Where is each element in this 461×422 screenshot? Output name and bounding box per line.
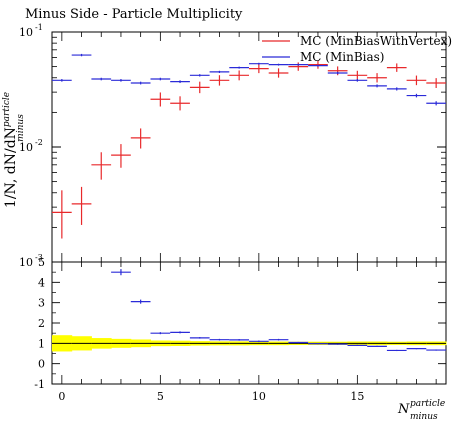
legend: MC (MinBiasWithVertex) MC (MinBias) (262, 34, 452, 64)
y-tick-exponent: -3 (35, 253, 43, 262)
x-axis-label-main: N (397, 402, 410, 417)
ratio-point (170, 331, 190, 334)
data-point-series-1 (52, 190, 72, 239)
ratio-point (347, 344, 368, 346)
ratio-point (111, 269, 131, 276)
ratio-point (426, 349, 446, 351)
data-point-series-1 (249, 64, 269, 74)
data-point-series-2 (426, 101, 446, 106)
data-point-series-2 (229, 66, 249, 69)
chart-title: Minus Side - Particle Multiplicity (25, 7, 243, 22)
ratio-point (406, 348, 427, 350)
x-tick-label: 5 (157, 390, 164, 403)
ratio-y-tick-label: 3 (38, 297, 45, 310)
y-tick-exponent: -1 (35, 23, 43, 32)
ratio-point (327, 343, 348, 345)
data-point-series-2 (150, 77, 171, 81)
ratio-y-tick-label: 4 (38, 276, 45, 289)
y-tick-label: 10 (19, 256, 33, 269)
legend-entry-series-1: MC (MinBiasWithVertex) (262, 34, 452, 48)
x-tick-label: 10 (252, 390, 266, 403)
data-point-series-2 (189, 74, 210, 77)
data-point-series-1 (386, 63, 407, 72)
data-point-series-2 (327, 71, 348, 75)
x-axis-label: N particle minus (397, 399, 445, 422)
ratio-point (288, 341, 309, 344)
ratio-y-tick-label: 0 (38, 358, 45, 371)
y-tick-label: 10 (19, 26, 33, 39)
ratio-point (308, 343, 328, 345)
data-point-series-1 (71, 186, 92, 225)
ratio-point (268, 338, 289, 341)
data-point-series-1 (229, 70, 249, 81)
legend-label-series-2: MC (MinBias) (300, 50, 384, 64)
y-axis-label-sub: minus (16, 114, 26, 142)
data-point-series-2 (91, 77, 112, 81)
data-point-series-1 (189, 81, 210, 94)
data-point-series-1 (91, 152, 112, 180)
y-axis-label-sup: particle (2, 92, 12, 127)
data-point-series-1 (268, 68, 289, 78)
data-point-series-2 (406, 93, 427, 98)
data-point-series-1 (111, 144, 131, 168)
y-axis-label: 1/N, dN/dNparticle minus (2, 92, 26, 208)
x-axis-label-sub: minus (410, 412, 438, 422)
data-point-series-1 (367, 73, 387, 83)
ratio-point (386, 349, 407, 352)
ratio-plot-frame (51, 261, 447, 385)
legend-label-series-1: MC (MinBiasWithVertex) (300, 34, 452, 48)
data-point-series-2 (71, 53, 92, 57)
data-point-series-1 (130, 128, 151, 149)
x-tick-label: 0 (58, 390, 65, 403)
data-point-series-2 (367, 84, 387, 88)
data-point-series-2 (288, 63, 309, 66)
data-point-series-2 (170, 80, 190, 84)
data-point-series-2 (209, 70, 230, 74)
ratio-point (229, 339, 249, 341)
data-point-series-1 (406, 75, 427, 86)
data-point-series-1 (170, 96, 190, 111)
data-point-series-2 (249, 62, 269, 65)
y-tick-label: 10 (19, 141, 33, 154)
data-point-series-1 (426, 78, 446, 88)
ratio-y-tick-label: 1 (38, 337, 45, 350)
data-point-series-2 (111, 79, 131, 82)
y-tick-exponent: -2 (35, 138, 43, 147)
ratio-y-tick-label: -1 (34, 378, 45, 391)
ratio-y-tick-label: 2 (38, 317, 45, 330)
data-point-series-1 (150, 92, 171, 107)
data-point-series-2 (268, 63, 289, 66)
ratio-point (367, 345, 387, 347)
ratio-point (130, 299, 151, 304)
ratio-point (150, 332, 171, 335)
data-point-series-2 (130, 81, 151, 85)
data-point-series-2 (308, 64, 328, 67)
main-plot-frame (51, 31, 447, 263)
data-point-series-2 (347, 79, 368, 82)
legend-entry-series-2: MC (MinBias) (262, 50, 384, 64)
ratio-point (189, 337, 210, 339)
ratio-y-tick-label: 5 (38, 256, 45, 269)
data-point-series-1 (347, 70, 368, 80)
data-point-series-1 (209, 75, 230, 86)
data-point-series-2 (52, 79, 72, 82)
x-axis-label-sup: particle (410, 399, 445, 409)
ratio-point (209, 338, 230, 341)
x-tick-label: 15 (350, 390, 364, 403)
y-axis-label-main: 1/N, dN/dN (3, 127, 19, 208)
svg-text:1/N, dN/dNparticle: 1/N, dN/dNparticle (2, 92, 19, 208)
data-point-series-2 (386, 87, 407, 91)
ratio-point (249, 340, 269, 343)
